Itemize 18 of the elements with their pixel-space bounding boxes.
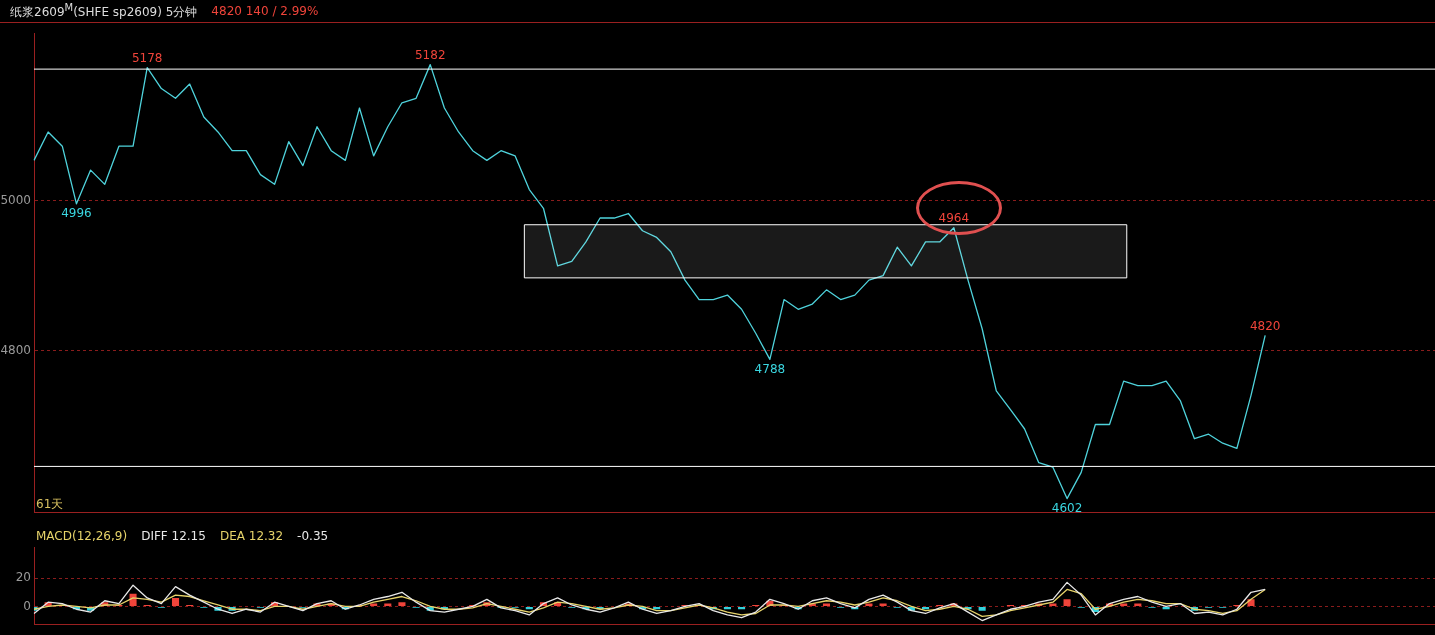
y-tick-label: 5000 — [0, 192, 31, 207]
annotation: 5178 — [131, 50, 163, 65]
annotation: 4996 — [61, 205, 92, 220]
annotation: 4788 — [754, 361, 786, 376]
annotation: 4964 — [938, 210, 970, 225]
text: DIFF 12.15 — [141, 529, 206, 543]
annotation: 4820 — [1249, 318, 1281, 333]
annotation: 4602 — [1051, 500, 1083, 515]
chart-title: MACD(12,26,9) — [36, 529, 128, 543]
y-tick-label: 0 — [23, 598, 31, 613]
text: -0.35 — [297, 529, 329, 543]
y-tick-label: 4800 — [0, 342, 31, 357]
chart-subtitle: 4820 140 / 2.99% — [211, 4, 319, 18]
annotation: 5182 — [414, 47, 446, 62]
chart-title: 纸浆2609$^{M}$(SHFE sp2609) 5分钟 — [10, 1, 198, 21]
text: DEA 12.32 — [219, 529, 284, 543]
y-tick-label: 20 — [15, 570, 31, 585]
annotation: 61天 — [36, 496, 64, 511]
